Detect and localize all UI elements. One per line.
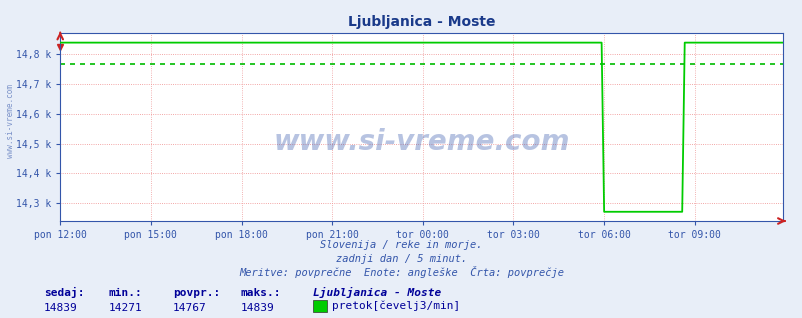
Text: www.si-vreme.com: www.si-vreme.com <box>6 84 15 158</box>
Text: maks.:: maks.: <box>241 288 281 298</box>
Text: 14767: 14767 <box>172 303 206 313</box>
Text: Ljubljanica - Moste: Ljubljanica - Moste <box>313 287 441 298</box>
Text: 14271: 14271 <box>108 303 142 313</box>
Text: www.si-vreme.com: www.si-vreme.com <box>273 128 569 156</box>
Text: zadnji dan / 5 minut.: zadnji dan / 5 minut. <box>335 254 467 264</box>
Text: povpr.:: povpr.: <box>172 288 220 298</box>
Text: Meritve: povprečne  Enote: angleške  Črta: povprečje: Meritve: povprečne Enote: angleške Črta:… <box>239 266 563 278</box>
Text: pretok[čevelj3/min]: pretok[čevelj3/min] <box>331 301 460 311</box>
Text: min.:: min.: <box>108 288 142 298</box>
Text: 14839: 14839 <box>241 303 274 313</box>
Title: Ljubljanica - Moste: Ljubljanica - Moste <box>347 16 495 30</box>
Text: 14839: 14839 <box>44 303 78 313</box>
Text: Slovenija / reke in morje.: Slovenija / reke in morje. <box>320 240 482 250</box>
Text: sedaj:: sedaj: <box>44 287 84 298</box>
